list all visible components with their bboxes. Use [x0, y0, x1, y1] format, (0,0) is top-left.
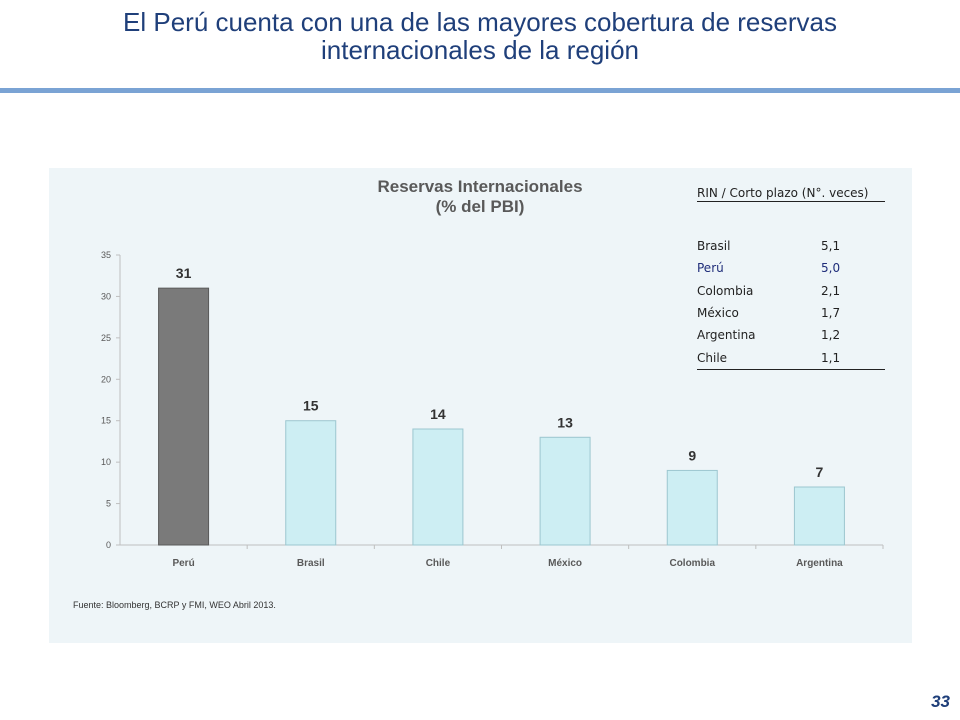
y-tick-label: 35	[101, 250, 111, 260]
y-tick-label: 0	[106, 540, 111, 550]
bar	[412, 428, 464, 546]
bar	[666, 469, 718, 546]
ratio-table-value: 1,1	[821, 350, 841, 365]
ratio-table-country: Brasil	[697, 239, 731, 254]
bar-value-label: 9	[688, 447, 696, 463]
x-tick-label: México	[548, 558, 582, 569]
slide-title: El Perú cuenta con una de las mayores co…	[0, 8, 960, 64]
bar-value-label: 7	[816, 464, 824, 480]
x-tick-label: Perú	[172, 558, 194, 569]
bar	[793, 486, 845, 546]
ratio-table-row: Colombia 2,1	[697, 280, 885, 302]
bar-value-label: 13	[557, 414, 573, 430]
y-tick-label: 25	[101, 333, 111, 343]
y-tick-label: 10	[101, 457, 111, 467]
ratio-table-row: Chile 1,1	[697, 346, 885, 368]
ratio-table-country: Chile	[697, 350, 728, 365]
y-tick-label: 30	[101, 291, 111, 301]
bar	[539, 436, 591, 546]
ratio-table-body: Brasil 5,1 Perú 5,0 Colombia 2,1 México 1,7 Arge…	[697, 235, 885, 370]
bar	[158, 287, 210, 546]
ratio-table-row: Brasil 5,1	[697, 235, 885, 257]
ratio-table-value: 1,2	[821, 328, 841, 343]
ratio-table-row: Perú 5,0	[697, 257, 885, 279]
bar-value-label: 15	[303, 398, 319, 414]
x-tick-label: Chile	[426, 558, 451, 569]
x-tick-label: Brasil	[297, 558, 325, 569]
chart-source: Fuente: Bloomberg, BCRP y FMI, WEO Abril…	[73, 600, 276, 610]
ratio-table-value: 1,7	[821, 306, 841, 321]
ratio-table-header: RIN / Corto plazo (N°. veces)	[697, 186, 885, 202]
ratio-table-row: Argentina 1,2	[697, 324, 885, 346]
ratio-table-country: Perú	[697, 261, 724, 276]
ratio-table-value: 5,1	[821, 239, 841, 254]
bar	[285, 420, 337, 546]
ratio-table-country: México	[697, 306, 739, 321]
ratio-table-value: 5,0	[821, 261, 841, 276]
slide-title-line-2: internacionales de la región	[321, 35, 639, 65]
chart-title-line-1: Reservas Internacionales	[377, 177, 583, 196]
ratio-table: RIN / Corto plazo (N°. veces) Brasil 5,1 P…	[697, 186, 885, 370]
ratio-table-country: Colombia	[697, 283, 754, 298]
title-divider	[0, 88, 960, 93]
bar-value-label: 14	[430, 406, 446, 422]
x-tick-label: Colombia	[669, 558, 715, 569]
y-tick-label: 15	[101, 416, 111, 426]
chart-title-line-2: (% del PBI)	[435, 197, 525, 216]
chart-title: Reservas Internacionales (% del PBI)	[330, 177, 630, 217]
slide-title-line-1: El Perú cuenta con una de las mayores co…	[123, 7, 837, 37]
ratio-table-value: 2,1	[821, 283, 841, 298]
page-number: 33	[931, 692, 950, 711]
ratio-table-row: México 1,7	[697, 302, 885, 324]
bar-chart: 0 5 10 15 20 25 30 35 31 Perú 15 Brasil 14 Chile 13 Méx…	[101, 250, 884, 569]
y-tick-label: 5	[106, 499, 111, 509]
bar-value-label: 31	[176, 265, 192, 281]
y-tick-label: 20	[101, 374, 111, 384]
ratio-table-country: Argentina	[697, 328, 756, 343]
x-tick-label: Argentina	[796, 558, 843, 569]
